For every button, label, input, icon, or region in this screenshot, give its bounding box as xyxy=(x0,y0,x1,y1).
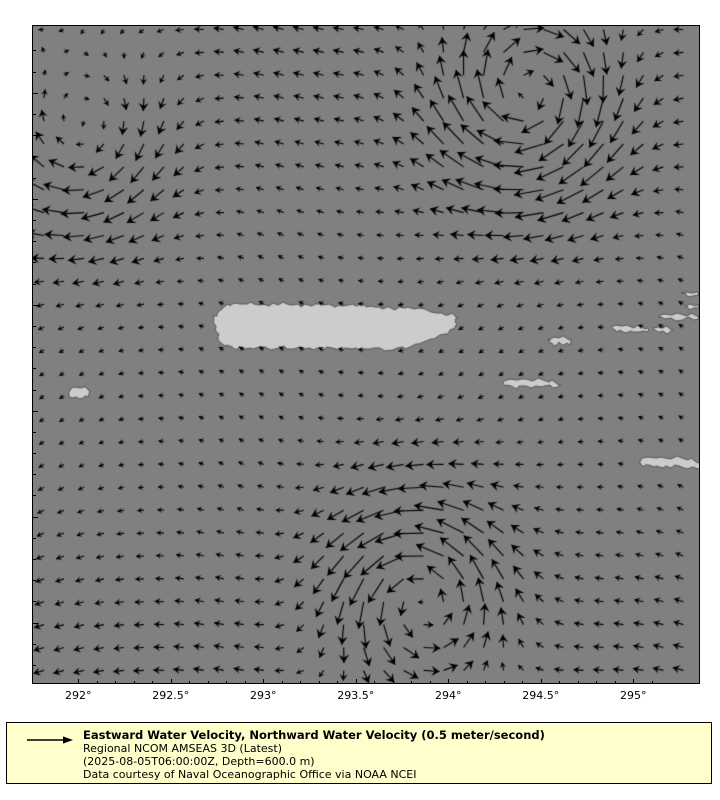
x-axis-minor-tick xyxy=(485,681,487,684)
x-axis-minor-tick xyxy=(392,681,394,684)
y-axis-minor-tick xyxy=(33,347,36,349)
y-axis-minor-tick xyxy=(33,431,36,433)
x-axis-tick-label: 294° xyxy=(435,689,462,702)
y-axis-tick-mark xyxy=(33,516,38,518)
y-axis-tick-mark xyxy=(33,92,38,94)
x-axis-tick-mark xyxy=(355,679,357,684)
x-axis-tick-label: 292.5° xyxy=(152,689,190,702)
y-axis-minor-tick xyxy=(33,241,36,243)
y-axis-minor-tick xyxy=(33,177,36,179)
x-axis-tick-mark xyxy=(78,679,80,684)
x-axis-tick-label: 292° xyxy=(65,689,92,702)
map-legend: Eastward Water Velocity, Northward Water… xyxy=(6,722,712,784)
y-axis-minor-tick xyxy=(33,643,36,645)
x-axis-minor-tick xyxy=(281,681,283,684)
x-axis-minor-tick xyxy=(318,681,320,684)
x-axis-minor-tick xyxy=(559,681,561,684)
x-axis-tick-label: 293.5° xyxy=(337,689,375,702)
y-axis-minor-tick xyxy=(33,580,36,582)
x-axis-minor-tick xyxy=(614,681,616,684)
x-axis-minor-tick xyxy=(429,681,431,684)
x-axis-minor-tick xyxy=(596,681,598,684)
x-axis-minor-tick xyxy=(115,681,117,684)
legend-source: Regional NCOM AMSEAS 3D (Latest) xyxy=(83,742,282,755)
x-axis-minor-tick xyxy=(189,681,191,684)
legend-timestamp-depth: (2025-08-05T06:00:00Z, Depth=600.0 m) xyxy=(83,755,315,768)
map-plot-area[interactable] xyxy=(32,25,700,684)
legend-text-block: Eastward Water Velocity, Northward Water… xyxy=(83,728,705,781)
y-axis-minor-tick xyxy=(33,665,36,667)
y-axis-minor-tick xyxy=(33,368,36,370)
y-axis-minor-tick xyxy=(33,135,36,137)
x-axis-minor-tick xyxy=(226,681,228,684)
y-axis-minor-tick xyxy=(33,262,36,264)
x-axis-tick-mark xyxy=(540,679,542,684)
x-axis-tick-mark xyxy=(633,679,635,684)
x-axis-tick-label: 295° xyxy=(620,689,647,702)
y-axis-minor-tick xyxy=(33,559,36,561)
y-axis-minor-tick xyxy=(33,601,36,603)
x-axis-tick-mark xyxy=(263,679,265,684)
y-axis-minor-tick xyxy=(33,219,36,221)
x-axis-tick-mark xyxy=(170,679,172,684)
y-axis-minor-tick xyxy=(33,283,36,285)
x-axis-minor-tick xyxy=(503,681,505,684)
x-axis-minor-tick xyxy=(207,681,209,684)
reference-vector-arrow xyxy=(27,736,73,744)
y-axis-minor-tick xyxy=(33,389,36,391)
y-axis-tick-mark xyxy=(33,304,38,306)
x-axis-minor-tick xyxy=(411,681,413,684)
x-axis-minor-tick xyxy=(96,681,98,684)
x-axis-minor-tick xyxy=(300,681,302,684)
x-axis-minor-tick xyxy=(466,681,468,684)
x-axis-minor-tick xyxy=(133,681,135,684)
y-axis-minor-tick xyxy=(33,474,36,476)
x-axis-minor-tick xyxy=(577,681,579,684)
y-axis-minor-tick xyxy=(33,325,36,327)
y-axis-minor-tick xyxy=(33,71,36,73)
y-axis-minor-tick xyxy=(33,453,36,455)
y-axis-minor-tick xyxy=(33,495,36,497)
y-axis-tick-mark xyxy=(33,198,38,200)
x-axis-minor-tick xyxy=(337,681,339,684)
legend-title: Eastward Water Velocity, Northward Water… xyxy=(83,728,545,742)
y-axis-minor-tick xyxy=(33,156,36,158)
x-axis-tick-label: 294.5° xyxy=(522,689,560,702)
x-axis-minor-tick xyxy=(651,681,653,684)
x-axis-minor-tick xyxy=(522,681,524,684)
x-axis-minor-tick xyxy=(244,681,246,684)
x-axis-tick-mark xyxy=(448,679,450,684)
x-axis-minor-tick xyxy=(152,681,154,684)
legend-credit: Data courtesy of Naval Oceanographic Off… xyxy=(83,768,417,781)
y-axis-tick-mark xyxy=(33,622,38,624)
y-axis-minor-tick xyxy=(33,50,36,52)
y-axis-minor-tick xyxy=(33,537,36,539)
y-axis-tick-mark xyxy=(33,410,38,412)
x-axis-tick-label: 293° xyxy=(250,689,277,702)
x-axis-minor-tick xyxy=(374,681,376,684)
y-axis-minor-tick xyxy=(33,114,36,115)
vector-field-canvas xyxy=(33,26,699,683)
